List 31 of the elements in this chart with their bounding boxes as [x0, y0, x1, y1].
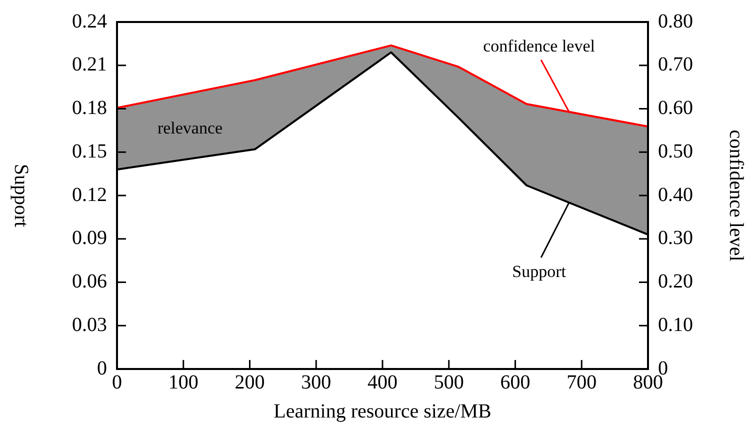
y2-tick-label: 0.40 [658, 184, 693, 206]
x-tick-label: 700 [566, 371, 597, 394]
y-tick-label: 0.15 [72, 140, 107, 162]
y-tick-label: 0.12 [72, 184, 107, 206]
y2-tick-label: 0.60 [658, 97, 693, 119]
y-tick-label: 0.03 [72, 314, 107, 336]
x-tick-label: 200 [234, 371, 265, 394]
y-tick-label: 0.21 [72, 54, 107, 76]
series-label: confidence level [483, 36, 596, 56]
x-tick-label: 300 [301, 371, 332, 394]
x-tick-label: 500 [434, 371, 464, 394]
x-axis-title: Learning resource size/MB [274, 400, 492, 422]
y2-tick-label: 0.70 [658, 54, 693, 76]
y2-tick-label: 0.30 [658, 227, 693, 250]
y2-tick-label: 0.80 [658, 10, 693, 32]
y-tick-label: 0.18 [72, 97, 107, 119]
y-tick-label: 0 [97, 357, 107, 380]
y2-tick-label: 0.10 [658, 314, 693, 336]
x-tick-label: 0 [112, 371, 122, 394]
y-tick-label: 0.06 [72, 270, 107, 292]
y2-tick-label: 0.20 [658, 270, 693, 292]
x-tick-label: 100 [168, 371, 198, 394]
annotation: relevance [157, 118, 223, 138]
y-tick-label: 0.24 [72, 10, 107, 32]
x-tick-label: 600 [500, 371, 530, 394]
y2-axis-title: confidence level [724, 130, 747, 262]
x-tick-label: 400 [368, 371, 398, 394]
y-tick-label: 0.09 [72, 227, 107, 250]
y-axis-title: Support [10, 164, 32, 228]
y2-tick-label: 0.50 [658, 140, 693, 162]
text: Support [512, 262, 566, 282]
